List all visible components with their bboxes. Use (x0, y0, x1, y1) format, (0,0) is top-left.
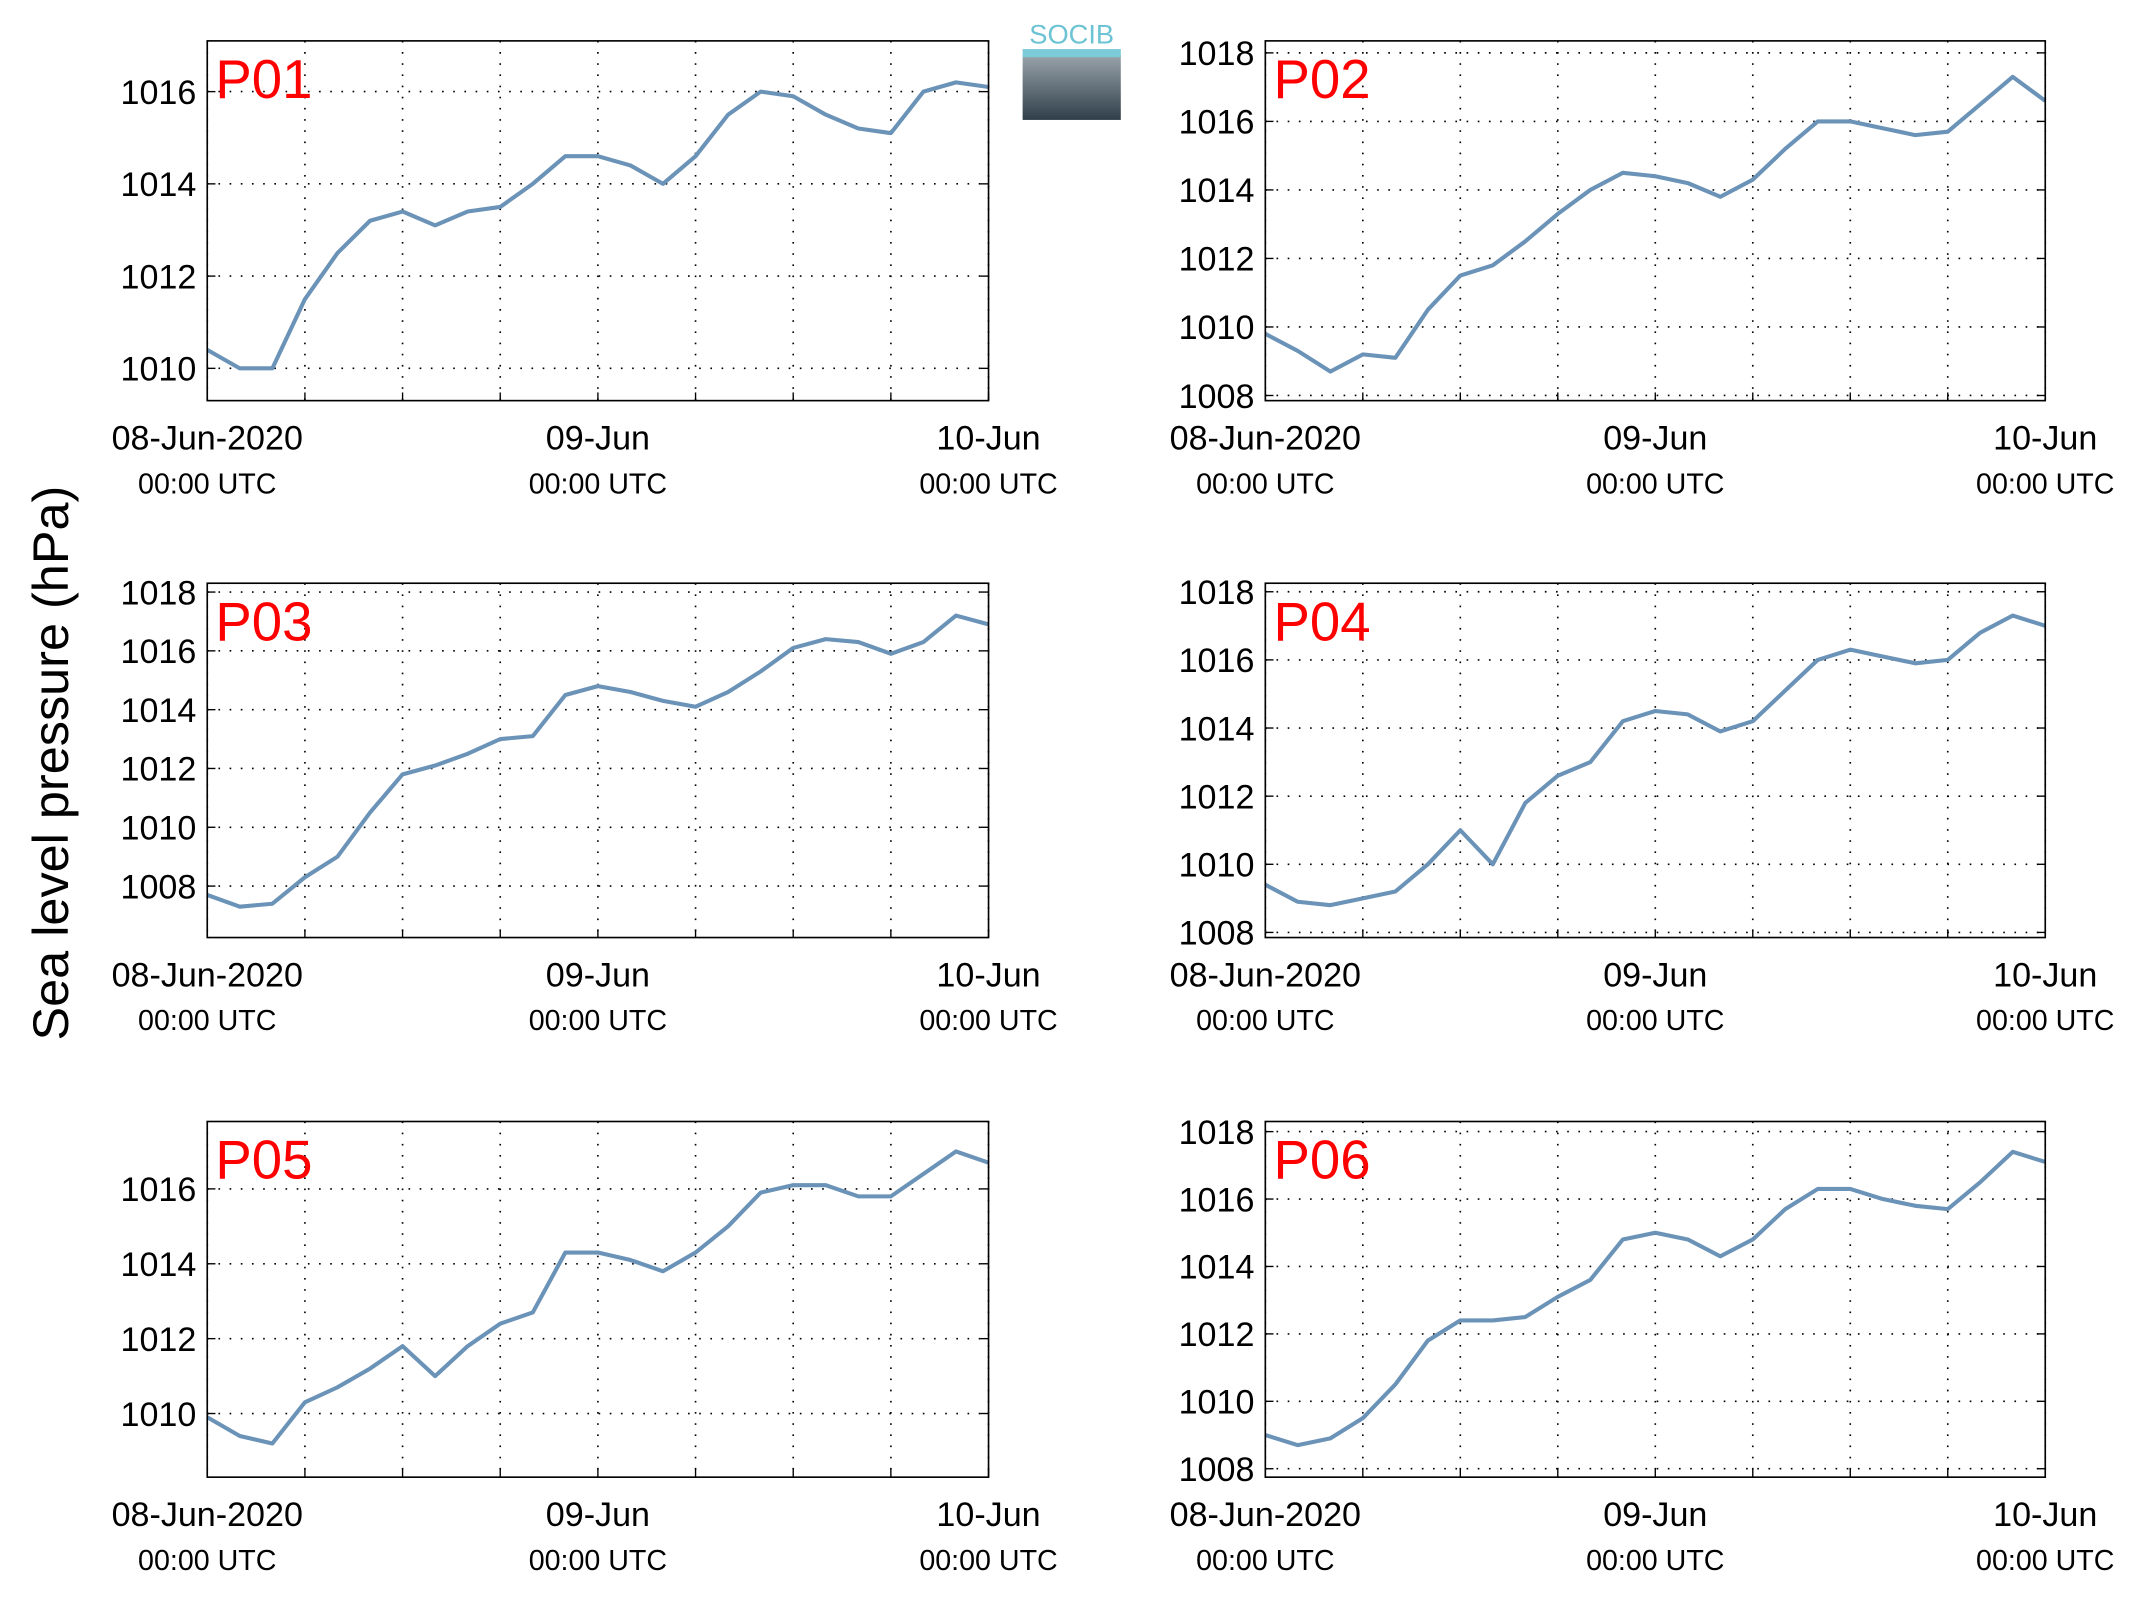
y-tick-label: 1014 (1179, 172, 1255, 210)
x-tick-sublabel: 00:00 UTC (529, 1545, 667, 1577)
x-tick-sublabel: 00:00 UTC (1196, 468, 1334, 500)
y-tick-label: 1012 (1179, 1316, 1255, 1354)
panel: 1008 1010 1012 1014 1016 1018 08-Jun-2020 00:00… (1170, 35, 2115, 500)
y-tick-label: 1018 (121, 574, 197, 612)
x-tick-label: 10-Jun (1993, 957, 2097, 995)
logo-text: SOCIB (1029, 19, 1114, 50)
y-tick-label: 1010 (121, 351, 197, 389)
y-tick-label: 1016 (121, 1171, 197, 1209)
panel: 1008 1010 1012 1014 1016 1018 08-Jun-2020 00:00… (1170, 1114, 2115, 1577)
y-tick-label: 1018 (1179, 35, 1255, 73)
x-tick-label: 09-Jun (546, 1496, 650, 1534)
x-tick-sublabel: 00:00 UTC (1976, 1005, 2114, 1037)
x-tick-sublabel: 00:00 UTC (1976, 468, 2114, 500)
x-tick-label: 08-Jun-2020 (1170, 1496, 1361, 1534)
panel-title: P02 (1274, 49, 1371, 110)
x-tick-sublabel: 00:00 UTC (529, 1005, 667, 1037)
x-tick-sublabel: 00:00 UTC (138, 1005, 276, 1037)
x-tick-sublabel: 00:00 UTC (1586, 1545, 1724, 1577)
panel: 1010 1012 1014 1016 08-Jun-2020 00:00 UTC 09-J… (112, 40, 1058, 500)
axes-frame (206, 40, 990, 402)
panel-title: P05 (215, 1130, 312, 1191)
axes-frame (206, 1120, 990, 1478)
panel: 1008 1010 1012 1014 1016 1018 08-Jun-2020 00:00… (1170, 574, 2115, 1037)
y-tick-label: 1014 (1179, 1249, 1255, 1287)
y-tick-label: 1008 (1179, 1451, 1255, 1489)
x-tick-sublabel: 00:00 UTC (919, 468, 1057, 500)
x-tick-label: 08-Jun-2020 (112, 420, 303, 458)
x-tick-sublabel: 00:00 UTC (1196, 1545, 1334, 1577)
x-tick-label: 10-Jun (1993, 1496, 2097, 1534)
y-tick-label: 1016 (1179, 642, 1255, 680)
x-tick-sublabel: 00:00 UTC (138, 1545, 276, 1577)
x-tick-label: 09-Jun (1603, 1496, 1707, 1534)
x-tick-label: 08-Jun-2020 (1170, 420, 1361, 458)
y-tick-label: 1016 (1179, 104, 1255, 142)
axes-frame (1264, 1120, 2047, 1478)
data-line (206, 613, 990, 909)
x-tick-label: 08-Jun-2020 (112, 957, 303, 995)
y-tick-label: 1016 (121, 74, 197, 112)
y-tick-label: 1010 (121, 810, 197, 848)
y-tick-label: 1014 (121, 692, 197, 730)
y-tick-label: 1016 (1179, 1181, 1255, 1219)
x-tick-label: 08-Jun-2020 (1170, 957, 1361, 995)
logo-wave (1022, 49, 1121, 58)
x-tick-label: 10-Jun (936, 957, 1040, 995)
data-line (1264, 74, 2047, 374)
panel-title: P01 (215, 49, 312, 110)
axes-frame (1264, 40, 2047, 402)
x-tick-label: 09-Jun (1603, 420, 1707, 458)
x-tick-sublabel: 00:00 UTC (919, 1005, 1057, 1037)
y-tick-label: 1014 (121, 166, 197, 204)
y-tick-label: 1014 (121, 1246, 197, 1284)
panel-title: P04 (1274, 591, 1371, 652)
y-tick-label: 1012 (121, 258, 197, 296)
y-axis-label: Sea level pressure (hPa) (22, 486, 79, 1041)
y-tick-label: 1010 (1179, 1384, 1255, 1422)
panel: 1008 1010 1012 1014 1016 1018 08-Jun-2020 00:00… (112, 574, 1058, 1037)
x-tick-sublabel: 00:00 UTC (1586, 1005, 1724, 1037)
y-tick-label: 1012 (1179, 778, 1255, 816)
y-tick-label: 1018 (1179, 1114, 1255, 1152)
x-tick-label: 10-Jun (1993, 420, 2097, 458)
y-tick-label: 1008 (1179, 378, 1255, 416)
y-tick-label: 1016 (121, 633, 197, 671)
y-tick-label: 1012 (121, 1321, 197, 1359)
y-tick-label: 1012 (1179, 241, 1255, 279)
x-tick-label: 09-Jun (546, 957, 650, 995)
y-tick-label: 1010 (1179, 309, 1255, 347)
axes-frame (1264, 582, 2047, 939)
x-tick-label: 10-Jun (936, 420, 1040, 458)
axes-frame (206, 582, 990, 939)
panel-title: P03 (215, 591, 312, 652)
panel-title: P06 (1274, 1130, 1371, 1191)
data-line (206, 1149, 990, 1446)
data-line (206, 80, 989, 371)
y-tick-label: 1008 (121, 868, 197, 906)
y-tick-label: 1010 (1179, 847, 1255, 885)
logo-box (1022, 54, 1121, 120)
x-tick-sublabel: 00:00 UTC (1976, 1545, 2114, 1577)
y-tick-label: 1014 (1179, 710, 1255, 748)
x-tick-label: 09-Jun (546, 420, 650, 458)
x-tick-label: 10-Jun (936, 1496, 1040, 1534)
x-tick-label: 08-Jun-2020 (112, 1496, 303, 1534)
y-tick-label: 1010 (121, 1396, 197, 1434)
panel: 1010 1012 1014 1016 08-Jun-2020 00:00 UTC 09-J… (112, 1120, 1058, 1577)
data-line (1264, 613, 2046, 908)
x-tick-sublabel: 00:00 UTC (1196, 1005, 1334, 1037)
x-tick-sublabel: 00:00 UTC (1586, 468, 1724, 500)
x-tick-sublabel: 00:00 UTC (919, 1545, 1057, 1577)
y-tick-label: 1018 (1179, 574, 1255, 612)
x-tick-label: 09-Jun (1603, 957, 1707, 995)
y-tick-label: 1012 (121, 751, 197, 789)
x-tick-sublabel: 00:00 UTC (529, 468, 667, 500)
y-tick-label: 1008 (1179, 915, 1255, 953)
x-tick-sublabel: 00:00 UTC (138, 468, 276, 500)
plot-area: SOCIB Sea level pressure (hPa) 101010121… (22, 19, 2114, 1577)
logo: SOCIB (1022, 19, 1121, 120)
data-line (1264, 1149, 2046, 1448)
